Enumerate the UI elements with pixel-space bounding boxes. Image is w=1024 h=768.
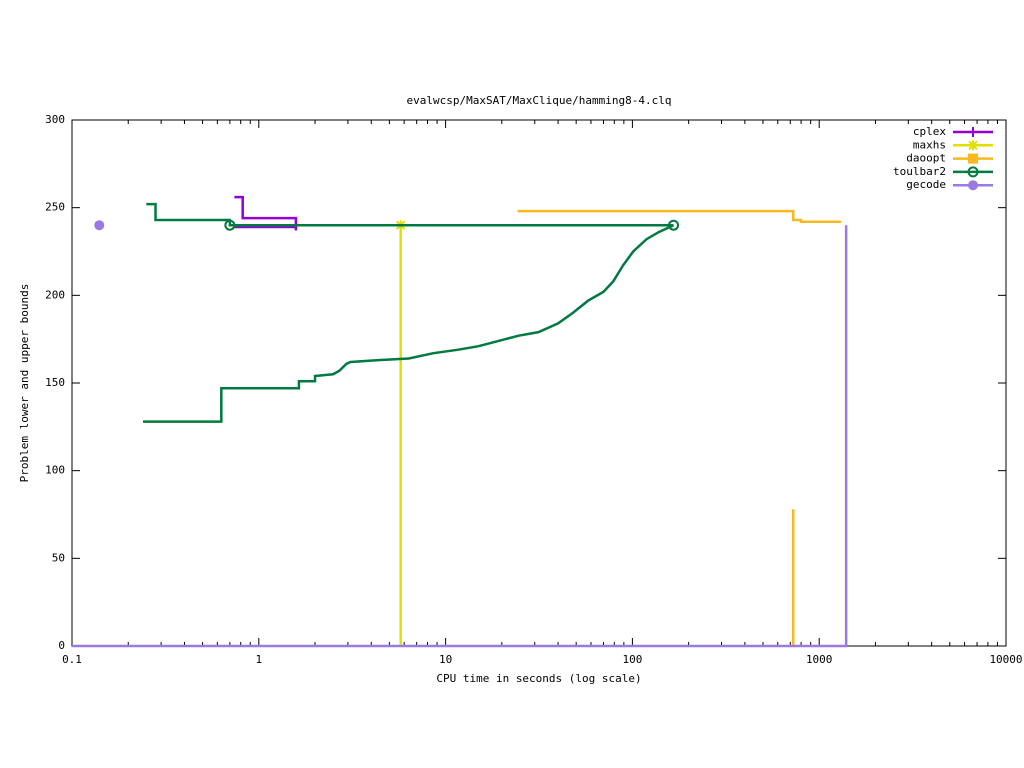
legend-marker — [967, 166, 979, 178]
legend-marker — [968, 180, 978, 191]
legend-label: toulbar2 — [893, 165, 946, 178]
x-axis-label: CPU time in seconds (log scale) — [436, 672, 641, 685]
x-tick-label: 10000 — [989, 653, 1022, 666]
y-tick-label: 0 — [58, 639, 65, 652]
y-tick-label: 250 — [45, 201, 65, 214]
y-tick-label: 50 — [52, 551, 65, 564]
marker — [94, 220, 105, 231]
x-tick-label: 1 — [255, 653, 262, 666]
series-line — [143, 224, 675, 423]
series-line — [146, 202, 674, 227]
x-tick-label: 100 — [622, 653, 642, 666]
series-line — [72, 225, 848, 648]
marker — [668, 219, 680, 231]
legend-marker — [968, 127, 978, 137]
x-tick-label: 0.1 — [62, 653, 82, 666]
series-line — [517, 209, 842, 223]
y-tick-label: 150 — [45, 376, 65, 389]
x-tick-label: 1000 — [806, 653, 833, 666]
y-tick-label: 200 — [45, 288, 65, 301]
y-tick-label: 300 — [45, 113, 65, 126]
chart-title: evalwcsp/MaxSAT/MaxClique/hamming8-4.clq — [407, 94, 672, 107]
legend-marker — [968, 153, 978, 164]
x-tick-label: 10 — [439, 653, 452, 666]
legend-label: daoopt — [906, 152, 946, 165]
legend-label: cplex — [913, 125, 946, 138]
y-tick-label: 100 — [45, 464, 65, 477]
legend-label: maxhs — [913, 138, 946, 151]
legend-marker — [968, 140, 978, 151]
y-axis-label: Problem lower and upper bounds — [18, 284, 31, 483]
legend-label: gecode — [906, 178, 946, 191]
series-line — [234, 195, 298, 231]
marker — [224, 219, 236, 231]
